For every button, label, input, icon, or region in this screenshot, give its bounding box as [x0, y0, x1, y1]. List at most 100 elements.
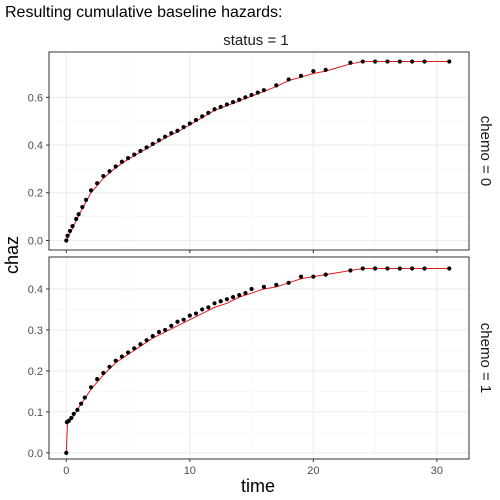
data-point [243, 290, 248, 296]
data-point [83, 197, 89, 203]
fitted-hazard-line [65, 61, 450, 241]
data-point [75, 407, 80, 412]
y-tick-label: 0.2 [28, 188, 43, 200]
data-point [224, 297, 229, 302]
data-point [95, 181, 100, 186]
data-point [144, 145, 149, 150]
data-point [113, 164, 118, 169]
data-point [64, 450, 69, 455]
y-tick-label: 0.0 [28, 448, 43, 460]
panel-border [48, 51, 470, 251]
data-point [175, 128, 180, 133]
data-point [212, 301, 217, 306]
data-point [298, 274, 304, 279]
data-point [237, 97, 242, 102]
data-point [193, 311, 199, 316]
data-point [206, 110, 211, 115]
x-tick-label: 20 [307, 465, 319, 477]
data-point [132, 346, 137, 351]
data-point [237, 293, 242, 298]
data-point [67, 228, 73, 234]
data-point [71, 411, 76, 417]
data-point [410, 266, 415, 271]
data-point [397, 266, 402, 271]
y-tick-label: 0.1 [28, 407, 43, 419]
data-point [156, 329, 162, 335]
data-point [125, 156, 131, 161]
y-axis-title: chaz [2, 236, 22, 274]
data-point [286, 77, 291, 82]
data-point [206, 305, 211, 310]
data-point [410, 59, 415, 64]
data-point [274, 83, 279, 88]
data-point [323, 272, 328, 277]
data-point [200, 114, 205, 119]
x-tick-label: 10 [184, 465, 196, 477]
y-tick-label: 0.3 [28, 325, 43, 337]
data-point [150, 141, 155, 146]
data-point [119, 354, 124, 359]
data-point [80, 204, 85, 210]
column-strip-label: status = 1 [223, 32, 288, 49]
data-point [113, 358, 118, 363]
data-point [373, 59, 378, 64]
data-point [163, 327, 168, 333]
data-point [249, 92, 254, 98]
data-point [69, 415, 74, 421]
row-strip-label: chemo = 0 [477, 116, 494, 186]
data-point [88, 188, 94, 193]
data-point [274, 282, 279, 287]
data-point [65, 233, 70, 238]
data-point [107, 169, 112, 174]
data-point [422, 266, 427, 271]
data-point [261, 88, 267, 93]
data-point [385, 266, 390, 271]
x-axis-title: time [241, 476, 275, 496]
facet-panels: 0.0 0.2 0.4 0.6 chemo = 0 0.0 0.1 0.2 0.3 0.4 0 10 2… [28, 51, 494, 477]
data-point [212, 107, 217, 112]
data-point [261, 284, 267, 290]
data-point [70, 224, 75, 229]
y-tick-label: 0.0 [28, 235, 43, 247]
data-point [311, 274, 316, 279]
panel-border [48, 256, 470, 460]
fitted-hazard-line [65, 267, 450, 453]
data-point [125, 350, 131, 355]
facet-panel: 0.0 0.1 0.2 0.3 0.4 0 10 20 30 chemo = 1 [28, 256, 494, 477]
data-point [224, 102, 229, 107]
data-point [138, 342, 143, 347]
data-point [66, 418, 71, 423]
data-point [323, 67, 328, 72]
row-strip-label: chemo = 1 [477, 323, 494, 393]
data-point [181, 125, 186, 130]
data-point [169, 323, 174, 328]
data-point [132, 152, 137, 157]
data-point [348, 60, 353, 65]
data-point [218, 299, 223, 304]
data-point [373, 266, 378, 271]
data-point [447, 266, 452, 271]
data-point [82, 395, 87, 400]
data-point [79, 401, 84, 406]
data-point [385, 59, 390, 64]
data-point [200, 307, 205, 312]
y-tick-label: 0.4 [28, 284, 43, 296]
data-point [286, 280, 291, 285]
data-point [230, 295, 236, 300]
data-point [298, 73, 304, 78]
data-point [348, 268, 353, 273]
data-point [249, 286, 254, 292]
data-point [255, 90, 260, 95]
data-point [64, 238, 69, 243]
data-point [95, 377, 100, 382]
data-point [101, 173, 106, 179]
data-point [107, 364, 112, 369]
data-point [74, 216, 79, 222]
data-point [311, 68, 316, 74]
data-point [169, 131, 174, 136]
data-point [119, 159, 124, 164]
data-point [138, 148, 143, 154]
data-point [187, 313, 192, 318]
data-point [76, 212, 81, 217]
